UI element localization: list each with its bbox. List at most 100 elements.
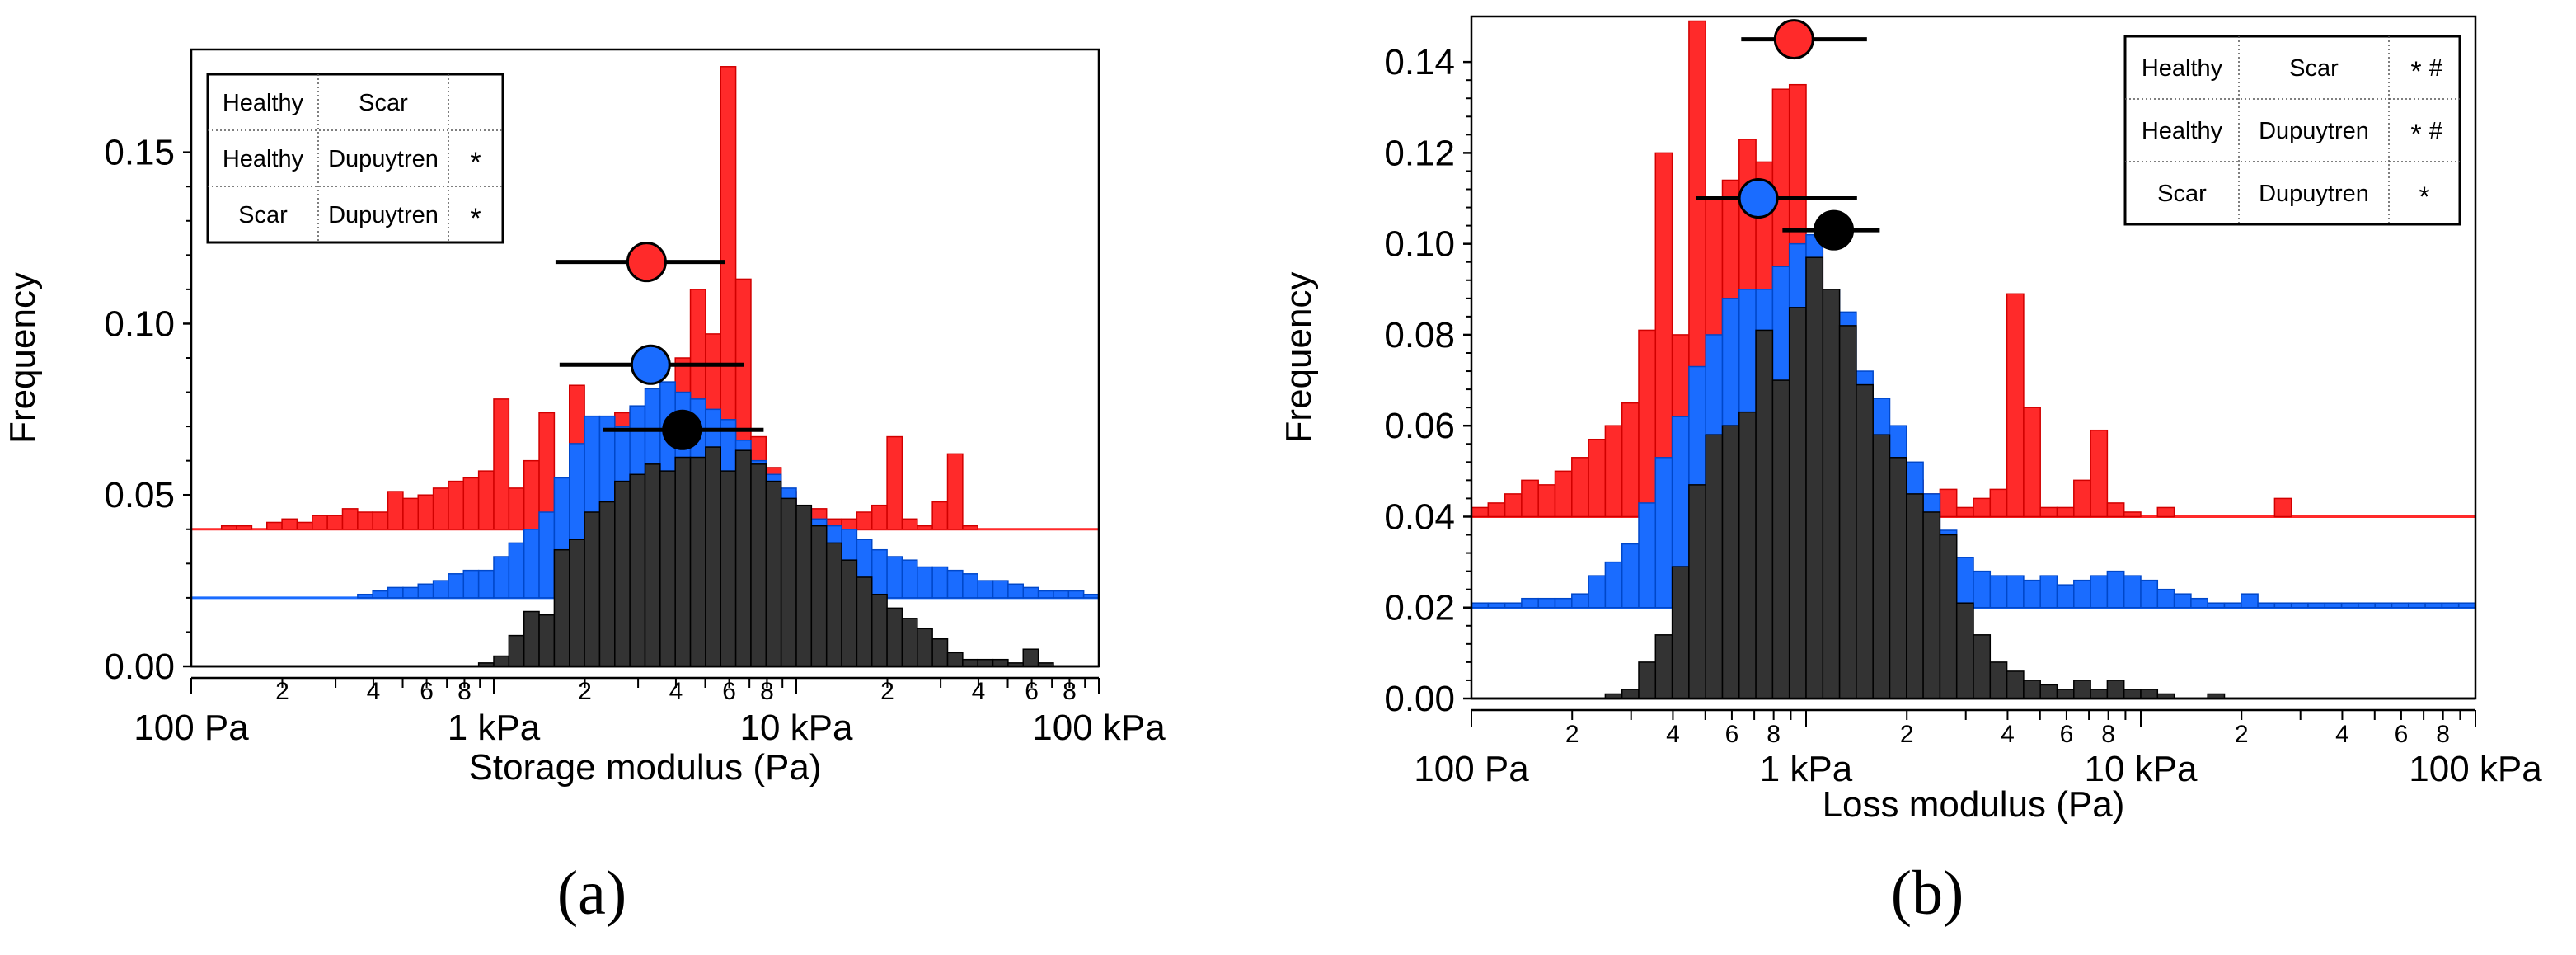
histogram-bar bbox=[1638, 661, 1657, 699]
histogram-bar bbox=[1067, 590, 1085, 599]
histogram-bar bbox=[614, 480, 631, 667]
histogram-bar bbox=[2039, 684, 2058, 699]
x-tick-label: 100 kPa bbox=[2409, 749, 2542, 789]
histogram-bar bbox=[1973, 634, 1992, 699]
histogram-bar bbox=[2290, 602, 2309, 609]
histogram-bar bbox=[2190, 597, 2208, 609]
significance-star: * bbox=[2410, 56, 2421, 87]
table-cell-group-a: Scar bbox=[238, 202, 288, 228]
histogram-bar bbox=[2156, 588, 2175, 609]
histogram-bar bbox=[1989, 575, 2008, 609]
histogram-bar bbox=[1621, 402, 1640, 518]
histogram-bar bbox=[2374, 602, 2393, 609]
x-minor-tick-label: 4 bbox=[972, 678, 986, 705]
histogram-bar bbox=[538, 511, 556, 599]
histogram-bar bbox=[372, 511, 389, 530]
histogram-bar bbox=[2073, 680, 2091, 699]
histogram-bar bbox=[1537, 597, 1556, 609]
histogram-bar bbox=[931, 566, 949, 599]
histogram-bar bbox=[946, 453, 964, 530]
table-cell-group-b: Dupuytren bbox=[328, 202, 439, 228]
histogram-bar bbox=[508, 542, 525, 599]
histogram-bar bbox=[825, 542, 842, 667]
histogram-bar bbox=[841, 518, 858, 530]
histogram-bar bbox=[1537, 484, 1556, 518]
histogram-bar bbox=[1588, 438, 1607, 518]
y-axis-title: Frequency bbox=[2, 272, 43, 444]
histogram-bar bbox=[372, 590, 389, 599]
histogram-bar bbox=[946, 652, 964, 667]
histogram-bar bbox=[871, 593, 888, 667]
panel-b-chart: 0.00 0.02 0.04 0.06 0.08 0.10 0.12 0.14 100 Pa 1 … bbox=[1279, 15, 2542, 928]
histogram-bar bbox=[1955, 506, 1974, 518]
histogram-bar bbox=[387, 586, 404, 599]
histogram-bar bbox=[1037, 590, 1054, 599]
table-frame bbox=[206, 73, 504, 244]
y-tick-label: 0.10 bbox=[104, 303, 175, 344]
histogram-bar bbox=[2457, 602, 2476, 609]
histogram-bar bbox=[1621, 689, 1640, 699]
histogram-bar bbox=[765, 480, 782, 667]
x-tick-label: 100 Pa bbox=[1414, 749, 1529, 789]
histogram-bar bbox=[1471, 602, 1490, 609]
histogram-bar bbox=[2006, 670, 2025, 699]
histogram-bar bbox=[538, 614, 556, 667]
histogram-bar bbox=[1738, 411, 1757, 699]
histogram-bar bbox=[2039, 575, 2058, 609]
histogram-bar bbox=[750, 463, 767, 667]
histogram-bar bbox=[2307, 602, 2326, 609]
x-minor-tick-label: 6 bbox=[1725, 721, 1739, 748]
x-minor-tick-label: 8 bbox=[457, 678, 472, 705]
histogram-bar bbox=[901, 618, 918, 667]
x-minor-tick-label: 8 bbox=[1767, 721, 1781, 748]
y-tick-label: 0.04 bbox=[1384, 496, 1455, 537]
histogram-bar bbox=[2106, 680, 2125, 699]
histogram-bar bbox=[2090, 575, 2109, 609]
histogram-bar bbox=[1922, 511, 1941, 699]
histogram-bar bbox=[659, 470, 676, 667]
histogram-bar bbox=[357, 593, 373, 599]
mean-marker bbox=[630, 344, 671, 385]
histogram-bar bbox=[917, 566, 933, 599]
histogram-bar bbox=[462, 569, 480, 599]
histogram-bar bbox=[962, 573, 978, 599]
histogram-bar bbox=[917, 525, 933, 530]
histogram-bar bbox=[1973, 570, 1992, 609]
histogram-bar bbox=[1654, 457, 1673, 609]
histogram-bar bbox=[871, 504, 888, 530]
significance-table: Healthy Scar * # Healthy Dupuytren * # Scar Dupuy… bbox=[2123, 35, 2461, 226]
histogram-bar bbox=[2441, 602, 2460, 609]
histogram-bar bbox=[2408, 602, 2426, 609]
histogram-bar bbox=[1554, 470, 1573, 518]
histogram-bar bbox=[871, 548, 888, 599]
histogram-bar bbox=[689, 456, 706, 667]
histogram-bar bbox=[2123, 689, 2142, 699]
marker-dupuytren bbox=[1782, 209, 1880, 251]
histogram-bar bbox=[508, 487, 525, 530]
histogram-bar bbox=[326, 515, 344, 530]
histogram-bar bbox=[734, 449, 752, 667]
histogram-bar bbox=[1989, 488, 2008, 518]
histogram-bar bbox=[1755, 329, 1774, 699]
y-tick-label: 0.08 bbox=[1384, 315, 1455, 355]
histogram-bar bbox=[1521, 479, 1539, 518]
histogram-bar bbox=[553, 548, 570, 667]
histogram-bar bbox=[417, 494, 434, 530]
plot-frame bbox=[1470, 15, 2477, 700]
y-tick-label: 0.00 bbox=[104, 647, 175, 687]
x-tick-label: 10 kPa bbox=[740, 708, 854, 748]
histogram-bar bbox=[1838, 325, 1857, 699]
y-tick-label: 0.02 bbox=[1384, 588, 1455, 628]
histogram-bar bbox=[841, 559, 858, 667]
histogram-bar bbox=[2106, 570, 2125, 609]
histogram-bar bbox=[886, 435, 903, 530]
x-minor-tick-label: 2 bbox=[2235, 721, 2249, 748]
marker-scar bbox=[559, 344, 744, 385]
panel-label: (b) bbox=[1891, 859, 1964, 928]
histogram-bar bbox=[644, 463, 661, 667]
y-tick-label: 0.00 bbox=[1384, 679, 1455, 719]
x-tick-label: 1 kPa bbox=[448, 708, 541, 748]
histogram-bar bbox=[992, 580, 1009, 599]
histogram-bar bbox=[977, 580, 994, 599]
